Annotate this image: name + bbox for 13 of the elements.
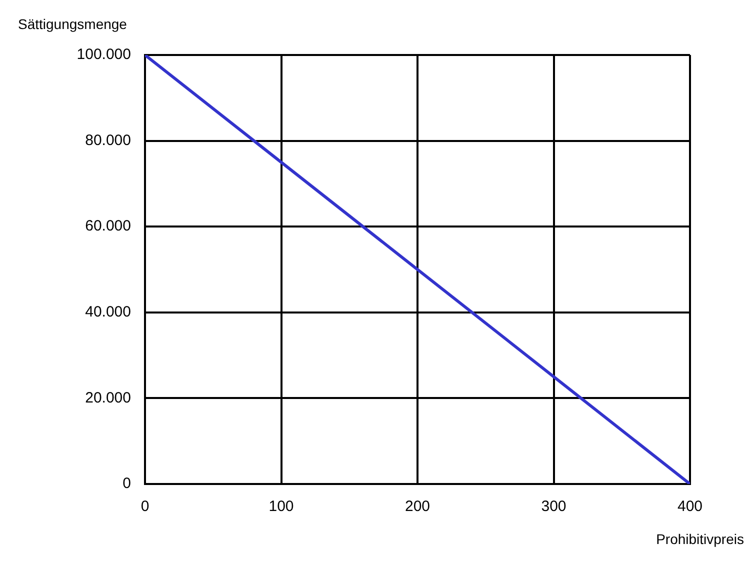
y-tick-label: 40.000: [85, 304, 131, 321]
y-tick-label: 100.000: [76, 46, 131, 64]
x-tick-label: 200: [404, 498, 430, 516]
y-tick-label: 80.000: [85, 132, 131, 149]
x-tick-label: 300: [541, 498, 566, 516]
x-tick-label: 100: [268, 498, 294, 516]
x-tick-label: 0: [140, 498, 150, 516]
y-axis-title: Sättigungsmenge: [18, 16, 128, 32]
x-axis-title: Prohibitivpreis: [656, 530, 744, 547]
y-tick-label: 0: [122, 475, 131, 492]
x-tick-label: 400: [677, 498, 703, 516]
y-tick-label: 20.000: [85, 389, 131, 406]
y-tick-label: 60.000: [85, 218, 131, 235]
